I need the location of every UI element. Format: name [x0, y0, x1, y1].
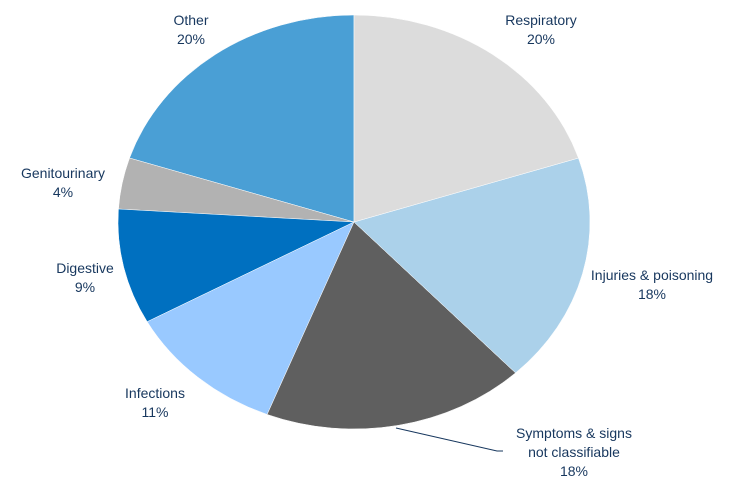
value-label: 11%: [141, 404, 169, 420]
slice-label: Genitourinary 4%: [21, 164, 105, 202]
category-label: Other: [173, 12, 209, 28]
value-label: 20%: [526, 31, 556, 47]
pie-slice: [117, 208, 355, 323]
category-label: Digestive: [56, 260, 114, 276]
category-label: Injuries & poisoning: [590, 267, 714, 283]
category-label: Symptoms & signs not classifiable: [516, 425, 632, 460]
category-label: Respiratory: [505, 12, 577, 28]
slice-label: Other 20%: [173, 11, 208, 49]
value-label: 9%: [74, 279, 96, 295]
slice-label: Symptoms & signs not classifiable 18%: [512, 424, 637, 479]
slice-label: Infections 11%: [125, 384, 185, 422]
value-label: 18%: [637, 286, 667, 302]
pie-slice: [129, 14, 355, 223]
pie-slice: [266, 221, 516, 430]
slice-label: Digestive 9%: [56, 259, 114, 297]
value-label: 4%: [52, 184, 74, 200]
category-label: Genitourinary: [20, 165, 106, 181]
pie-slice: [353, 157, 591, 374]
value-label: 20%: [176, 31, 206, 47]
value-label: 18%: [559, 463, 589, 479]
pie-slice: [146, 221, 355, 415]
category-label: Infections: [125, 385, 185, 401]
leader-line: [395, 427, 503, 452]
pie-slice: [353, 14, 579, 223]
slice-label: Injuries & poisoning 18%: [591, 266, 713, 304]
slice-label: Respiratory 20%: [505, 11, 577, 49]
